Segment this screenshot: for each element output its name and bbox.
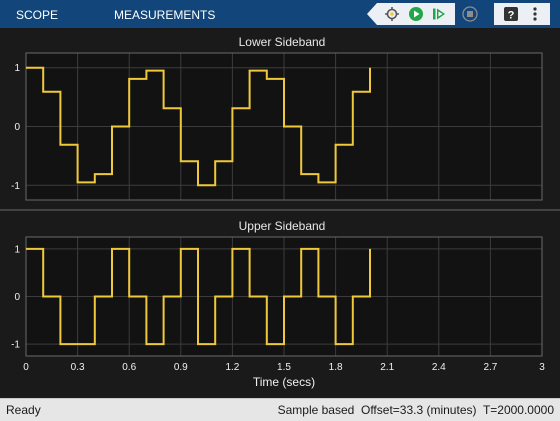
stop-icon[interactable] — [461, 6, 479, 22]
status-bar: Ready Sample based Offset=33.3 (minutes)… — [0, 398, 560, 421]
x-tick-label: 3 — [539, 362, 545, 373]
upper-sideband-title: Upper Sideband — [239, 219, 326, 233]
tab-measurements[interactable]: MEASUREMENTS — [114, 8, 216, 22]
y-tick-label: 0 — [14, 292, 20, 303]
x-tick-label: 0.9 — [174, 362, 188, 373]
x-tick-label: 1.5 — [277, 362, 291, 373]
status-time: T=2000.0000 — [482, 403, 554, 417]
x-tick-label: 1.2 — [225, 362, 239, 373]
x-tick-label: 1.8 — [329, 362, 343, 373]
y-tick-label: 1 — [14, 63, 20, 74]
scope-toolstrip: SCOPE MEASUREMENTS — [0, 0, 560, 28]
highlight-signal-icon[interactable] — [383, 6, 401, 22]
status-info: Sample based Offset=33.3 (minutes) T=200… — [278, 403, 554, 417]
status-mode: Sample based — [277, 403, 355, 417]
svg-text:?: ? — [508, 10, 515, 22]
lower-sideband-axes: Lower Sideband -1 0 1 — [11, 35, 543, 201]
y-tick-label: 0 — [14, 122, 20, 133]
x-axis-label: Time (secs) — [253, 375, 315, 389]
status-offset: Offset=33.3 (minutes) — [360, 403, 477, 417]
y-tick-label: 1 — [14, 244, 20, 255]
x-tick-label: 0.6 — [122, 362, 136, 373]
help-controls: ? — [494, 3, 550, 25]
lower-sideband-title: Lower Sideband — [239, 35, 326, 49]
run-icon[interactable] — [407, 6, 425, 22]
plot-border — [25, 52, 543, 201]
menu-icon[interactable] — [526, 6, 544, 22]
signal-line — [26, 247, 371, 346]
x-tick-label: 0.3 — [71, 362, 85, 373]
signal-line — [26, 66, 371, 187]
scope-plot-area: Lower Sideband -101 Upper Sideband Time … — [0, 28, 560, 398]
x-tick-label: 0 — [23, 362, 29, 373]
x-tick-label: 2.7 — [483, 362, 497, 373]
simulation-controls — [367, 3, 455, 25]
y-tick-label: -1 — [11, 181, 20, 192]
help-icon[interactable]: ? — [502, 6, 520, 22]
plot-border — [25, 236, 543, 357]
x-tick-label: 2.1 — [380, 362, 394, 373]
x-tick-label: 2.4 — [432, 362, 446, 373]
tab-scope[interactable]: SCOPE — [16, 8, 59, 22]
step-forward-icon[interactable] — [431, 6, 449, 22]
y-tick-label: -1 — [11, 340, 20, 351]
status-ready: Ready — [6, 403, 41, 417]
